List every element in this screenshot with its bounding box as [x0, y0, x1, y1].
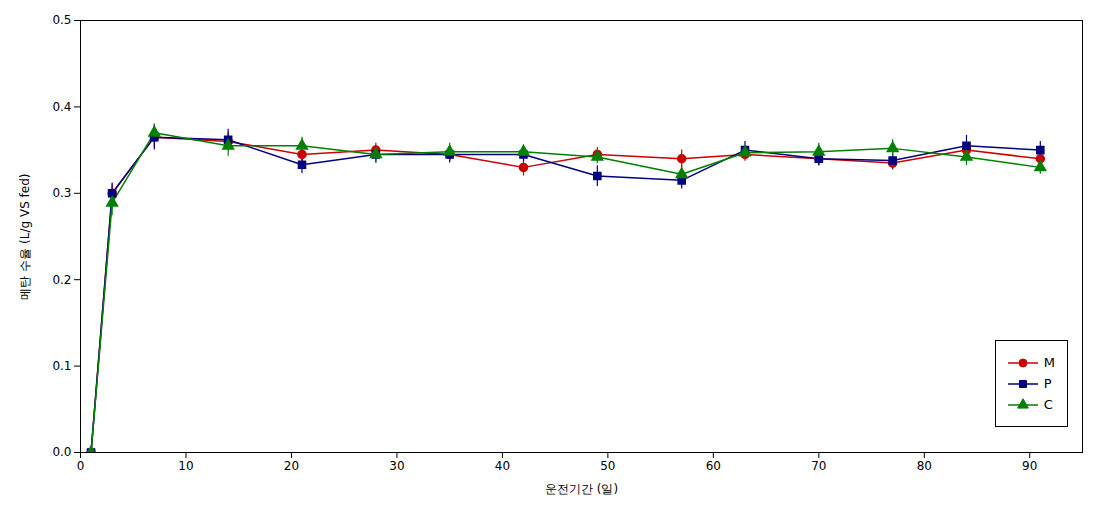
svg-text:40: 40 — [495, 459, 510, 473]
html-text:P: P — [1043, 376, 1052, 391]
svg-text:0.4: 0.4 — [52, 100, 71, 114]
svg-text:70: 70 — [811, 459, 826, 473]
html-text:M: M — [1043, 355, 1055, 370]
svg-text:0.2: 0.2 — [52, 273, 71, 287]
svg-text:10: 10 — [178, 459, 193, 473]
svg-text:50: 50 — [600, 459, 615, 473]
svg-text:0.5: 0.5 — [52, 13, 71, 27]
svg-text:80: 80 — [917, 459, 932, 473]
svg-text:운전기간 (일): 운전기간 (일) — [545, 482, 618, 496]
html-text:C: C — [1043, 397, 1053, 412]
svg-text:60: 60 — [706, 459, 721, 473]
svg-text:90: 90 — [1022, 459, 1037, 473]
svg-text:0.3: 0.3 — [52, 186, 71, 200]
svg-text:30: 30 — [389, 459, 404, 473]
svg-text:20: 20 — [284, 459, 299, 473]
svg-text:0.1: 0.1 — [52, 359, 71, 373]
svg-text:0: 0 — [77, 459, 85, 473]
svg-text:메탄 수율 (L/g VS fed): 메탄 수율 (L/g VS fed) — [18, 173, 32, 299]
svg-text:0.0: 0.0 — [52, 445, 71, 459]
